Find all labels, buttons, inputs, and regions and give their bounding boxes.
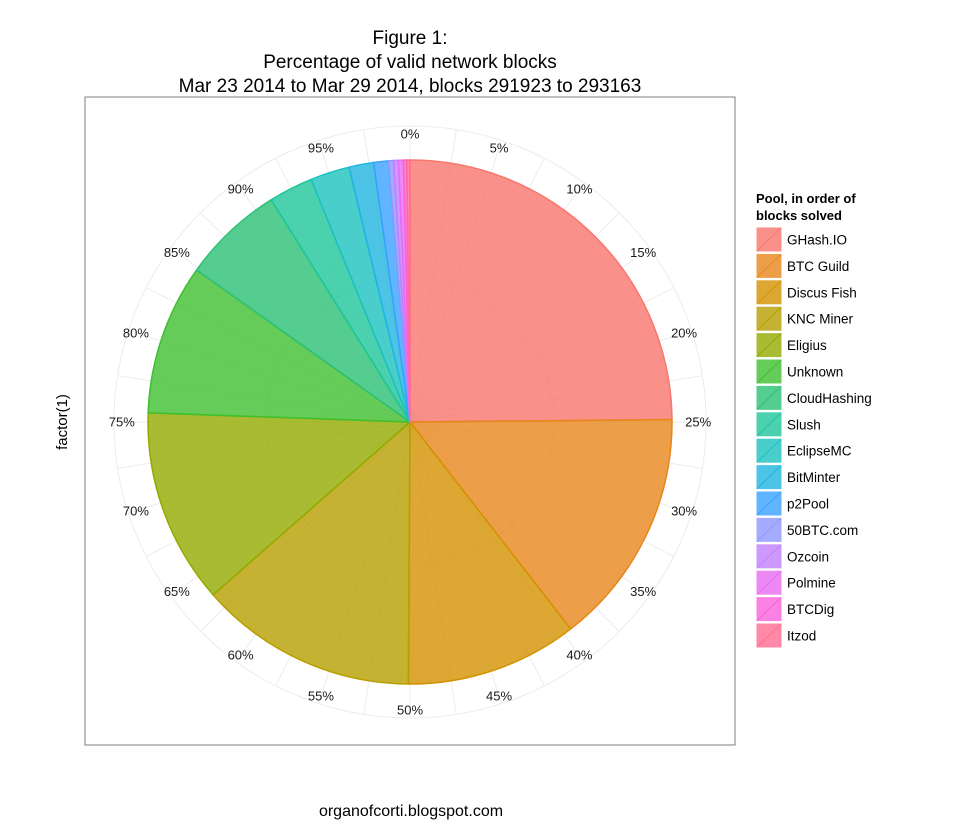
angle-tick-label: 20%: [671, 325, 697, 340]
legend-label-cloudhashing: CloudHashing: [787, 391, 872, 406]
title-line-3: Mar 23 2014 to Mar 29 2014, blocks 29192…: [179, 76, 642, 97]
chart-title: Figure 1: Percentage of valid network bl…: [179, 28, 642, 97]
legend-title-line-2: blocks solved: [756, 208, 842, 223]
angle-tick-label: 75%: [109, 415, 135, 430]
legend-label-unknown: Unknown: [787, 365, 843, 380]
legend-label-ghash-io: GHash.IO: [787, 233, 847, 248]
angle-tick-label: 95%: [308, 140, 334, 155]
angle-tick-label: 90%: [228, 181, 254, 196]
legend-key-stroke: [756, 333, 782, 357]
legend-label-knc-miner: KNC Miner: [787, 312, 854, 327]
legend-label-eclipsemc: EclipseMC: [787, 444, 852, 459]
pie-slice-knc-miner: [212, 421, 411, 685]
angle-tick-label: 55%: [308, 689, 334, 704]
angle-tick-label: 5%: [490, 140, 509, 155]
angle-tick-label: 35%: [630, 584, 656, 599]
pie-slice-discus-fish: [407, 421, 572, 685]
legend-label-ozcoin: Ozcoin: [787, 549, 829, 564]
legend-items: GHash.IO BTC Guild Discus Fish KNC Miner Eli…: [755, 226, 872, 649]
legend-key-stroke: [756, 227, 782, 252]
angle-tick-label: 80%: [123, 325, 149, 340]
angle-tick-label: 15%: [630, 245, 656, 260]
legend-label-p2pool: p2Pool: [787, 497, 829, 512]
legend-key-stroke: [756, 544, 782, 569]
angle-tick-label: 45%: [486, 689, 512, 704]
legend-key-stroke: [756, 386, 782, 410]
angle-tick-label: 65%: [164, 584, 190, 599]
angle-tick-label: 10%: [566, 181, 592, 196]
legend-key-stroke: [756, 254, 782, 278]
angle-tick-label: 30%: [671, 504, 697, 519]
legend-label-btcdig: BTCDig: [787, 602, 834, 617]
legend-key-stroke: [756, 518, 782, 542]
legend-label-itzod: Itzod: [787, 629, 816, 644]
title-line-1: Figure 1:: [373, 28, 448, 49]
angle-tick-label: 40%: [566, 648, 592, 663]
footer-source: organofcorti.blogspot.com: [319, 803, 503, 820]
pie-slice-ghash-io: [409, 159, 673, 423]
legend-key-stroke: [756, 570, 782, 595]
angle-tick-label: 0%: [401, 126, 420, 141]
legend-label-discus-fish: Discus Fish: [787, 285, 857, 300]
legend-key-stroke: [756, 359, 782, 384]
legend-key-stroke: [756, 465, 782, 489]
angle-tick-label: 25%: [685, 415, 711, 430]
legend-label-50btc-com: 50BTC.com: [787, 523, 858, 538]
legend-key-stroke: [756, 306, 782, 331]
legend-title-line-1: Pool, in order of: [756, 191, 856, 206]
legend-key-stroke: [756, 623, 782, 648]
pie-slices: [147, 159, 673, 685]
y-axis-title: factor(1): [54, 394, 71, 450]
angle-tick-label: 85%: [164, 245, 190, 260]
legend-label-btc-guild: BTC Guild: [787, 259, 849, 274]
pie-slice-eligius: [147, 412, 411, 596]
angle-tick-labels: 0% 5% 10% 15% 20% 25% 30% 35% 40% 45% 50% 55% 60% 65%…: [109, 126, 712, 717]
legend-key-stroke: [756, 438, 782, 463]
legend-key-stroke: [756, 280, 782, 305]
pie-slice-btc-guild: [409, 418, 673, 630]
legend-label-polmine: Polmine: [787, 576, 836, 591]
legend-key-stroke: [756, 491, 782, 516]
angle-tick-label: 60%: [228, 648, 254, 663]
angle-tick-label: 50%: [397, 703, 423, 718]
legend: Pool, in order of blocks solved GHash.IO…: [755, 191, 872, 649]
legend-key-stroke: [756, 597, 782, 621]
legend-label-eligius: Eligius: [787, 338, 827, 353]
pie-slice-itzod: [405, 159, 411, 423]
legend-label-bitminter: BitMinter: [787, 470, 841, 485]
title-line-2: Percentage of valid network blocks: [263, 52, 557, 73]
legend-label-slush: Slush: [787, 417, 821, 432]
legend-key-stroke: [756, 412, 782, 437]
angle-tick-label: 70%: [123, 504, 149, 519]
pie-slice-unknown: [147, 269, 411, 423]
